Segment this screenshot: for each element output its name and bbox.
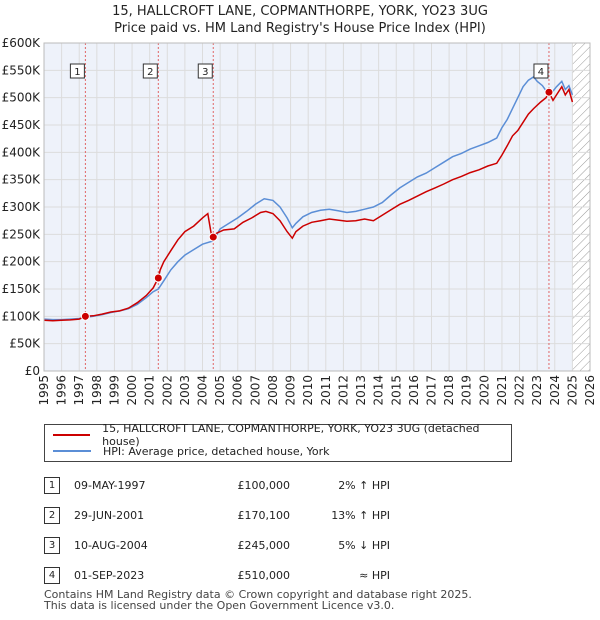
y-tick-label: £350K: [2, 173, 42, 187]
sales-table: 1 09-MAY-1997 £100,000 2% ↑ HPI 2 29-JUN…: [44, 470, 390, 590]
table-row: 4 01-SEP-2023 £510,000 ≈ HPI: [44, 560, 390, 590]
x-tick-label: 2012: [336, 375, 350, 406]
x-tick-label: 1995: [37, 375, 51, 406]
property-price-line: [44, 85, 574, 322]
y-tick-label: £400K: [2, 145, 42, 159]
x-tick-label: 2006: [231, 375, 245, 406]
y-tick-label: £500K: [2, 91, 42, 105]
x-tick-label: 2003: [178, 375, 192, 406]
chart-title-line1: 15, HALLCROFT LANE, COPMANTHORPE, YORK, …: [112, 4, 488, 19]
table-row: 2 29-JUN-2001 £170,100 13% ↑ HPI: [44, 500, 390, 530]
sale-marker-badge: [142, 63, 158, 79]
sale-hpi-diff: ≈ HPI: [359, 568, 390, 582]
sale-marker-badge: [197, 63, 213, 79]
sale-date: 01-SEP-2023: [74, 568, 145, 582]
x-tick-label: 2018: [442, 375, 456, 406]
sale-marker-badge: [69, 63, 85, 79]
y-tick-label: £550K: [2, 63, 42, 77]
hpi-legend-label: HPI: Average price, detached house, York: [103, 444, 330, 458]
y-tick-label: £450K: [2, 118, 42, 132]
y-tick-label: £250K: [2, 227, 42, 241]
table-row: 3 10-AUG-2004 £245,000 5% ↓ HPI: [44, 530, 390, 560]
y-tick-label: £300K: [2, 200, 42, 214]
x-tick-label: 2011: [319, 375, 333, 406]
x-tick-label: 1997: [72, 375, 86, 406]
y-tick-label: £150K: [2, 282, 42, 296]
y-tick-label: £50K: [9, 337, 41, 351]
plot-border: [43, 42, 591, 372]
sale-point: [153, 273, 163, 283]
sale-marker-badge: [533, 63, 549, 79]
sale-point: [80, 311, 90, 321]
x-tick-label: 2025: [565, 375, 579, 406]
sale-price: £510,000: [237, 568, 291, 582]
x-tick-label: 2026: [583, 375, 597, 406]
x-tick-label: 2015: [389, 375, 403, 406]
x-tick-label: 2008: [266, 375, 280, 406]
x-tick-label: 2023: [530, 375, 544, 406]
x-tick-label: 2010: [301, 375, 315, 406]
sale-hpi-diff: 5% ↓ HPI: [338, 538, 390, 552]
sale-price: £100,000: [237, 478, 291, 492]
x-tick-label: 1996: [55, 375, 69, 406]
x-tick-label: 2009: [284, 375, 298, 406]
sale-number-badge: 4: [44, 566, 60, 584]
sale-marker-label: 1: [74, 67, 80, 78]
sale-price: £170,100: [237, 508, 291, 522]
property-legend-label: 15, HALLCROFT LANE, COPMANTHORPE, YORK, …: [102, 422, 480, 448]
x-tick-label: 2005: [213, 375, 227, 406]
chart-title-line2: Price paid vs. HM Land Registry's House …: [114, 21, 486, 36]
x-tick-label: 2002: [160, 375, 174, 406]
y-tick-label: £200K: [2, 255, 42, 269]
hpi-legend-swatch: [53, 450, 91, 452]
copyright-text: Contains HM Land Registry data © Crown c…: [44, 588, 472, 601]
sale-date: 10-AUG-2004: [74, 538, 148, 552]
x-tick-label: 1999: [107, 375, 121, 406]
y-tick-label: £100K: [2, 309, 42, 323]
sale-date: 29-JUN-2001: [74, 508, 145, 522]
x-tick-label: 2000: [125, 375, 139, 406]
footer: Contains HM Land Registry data © Crown c…: [44, 589, 472, 611]
property-legend-swatch: [53, 434, 91, 436]
x-tick-label: 2020: [477, 375, 491, 406]
x-tick-label: 1998: [90, 375, 104, 406]
x-tick-label: 2007: [248, 375, 262, 406]
table-row: 1 09-MAY-1997 £100,000 2% ↑ HPI: [44, 470, 390, 500]
x-tick-label: 2001: [143, 375, 157, 406]
sale-date: 09-MAY-1997: [74, 478, 146, 492]
sale-marker-label: 2: [147, 67, 153, 78]
sale-marker-label: 4: [538, 67, 544, 78]
sale-number-badge: 2: [44, 506, 60, 524]
x-tick-label: 2014: [372, 375, 386, 406]
license-text: This data is licensed under the Open Gov…: [44, 599, 395, 612]
sale-number-badge: 1: [44, 476, 60, 494]
sale-price: £245,000: [237, 538, 291, 552]
x-tick-label: 2017: [424, 375, 438, 406]
sale-hpi-diff: 2% ↑ HPI: [338, 478, 390, 492]
sale-point: [208, 232, 218, 242]
sale-marker-label: 3: [202, 67, 208, 78]
sale-point: [544, 87, 554, 97]
x-tick-label: 2021: [495, 375, 509, 406]
x-tick-label: 2004: [196, 375, 210, 406]
x-tick-label: 2022: [513, 375, 527, 406]
y-tick-label: £600K: [2, 36, 42, 50]
y-tick-label: £0: [25, 364, 40, 378]
sale-hpi-diff: 13% ↑ HPI: [331, 508, 390, 522]
chart-legend: 15, HALLCROFT LANE, COPMANTHORPE, YORK, …: [44, 422, 512, 462]
x-tick-label: 2024: [548, 375, 562, 406]
x-tick-label: 2019: [460, 375, 474, 406]
hpi-line: [44, 75, 574, 321]
sale-number-badge: 3: [44, 536, 60, 554]
price-chart: £0 £50K £100K £150K £200K £250K £300K £350K £400…: [2, 36, 597, 406]
x-tick-label: 2013: [354, 375, 368, 406]
x-tick-label: 2016: [407, 375, 421, 406]
